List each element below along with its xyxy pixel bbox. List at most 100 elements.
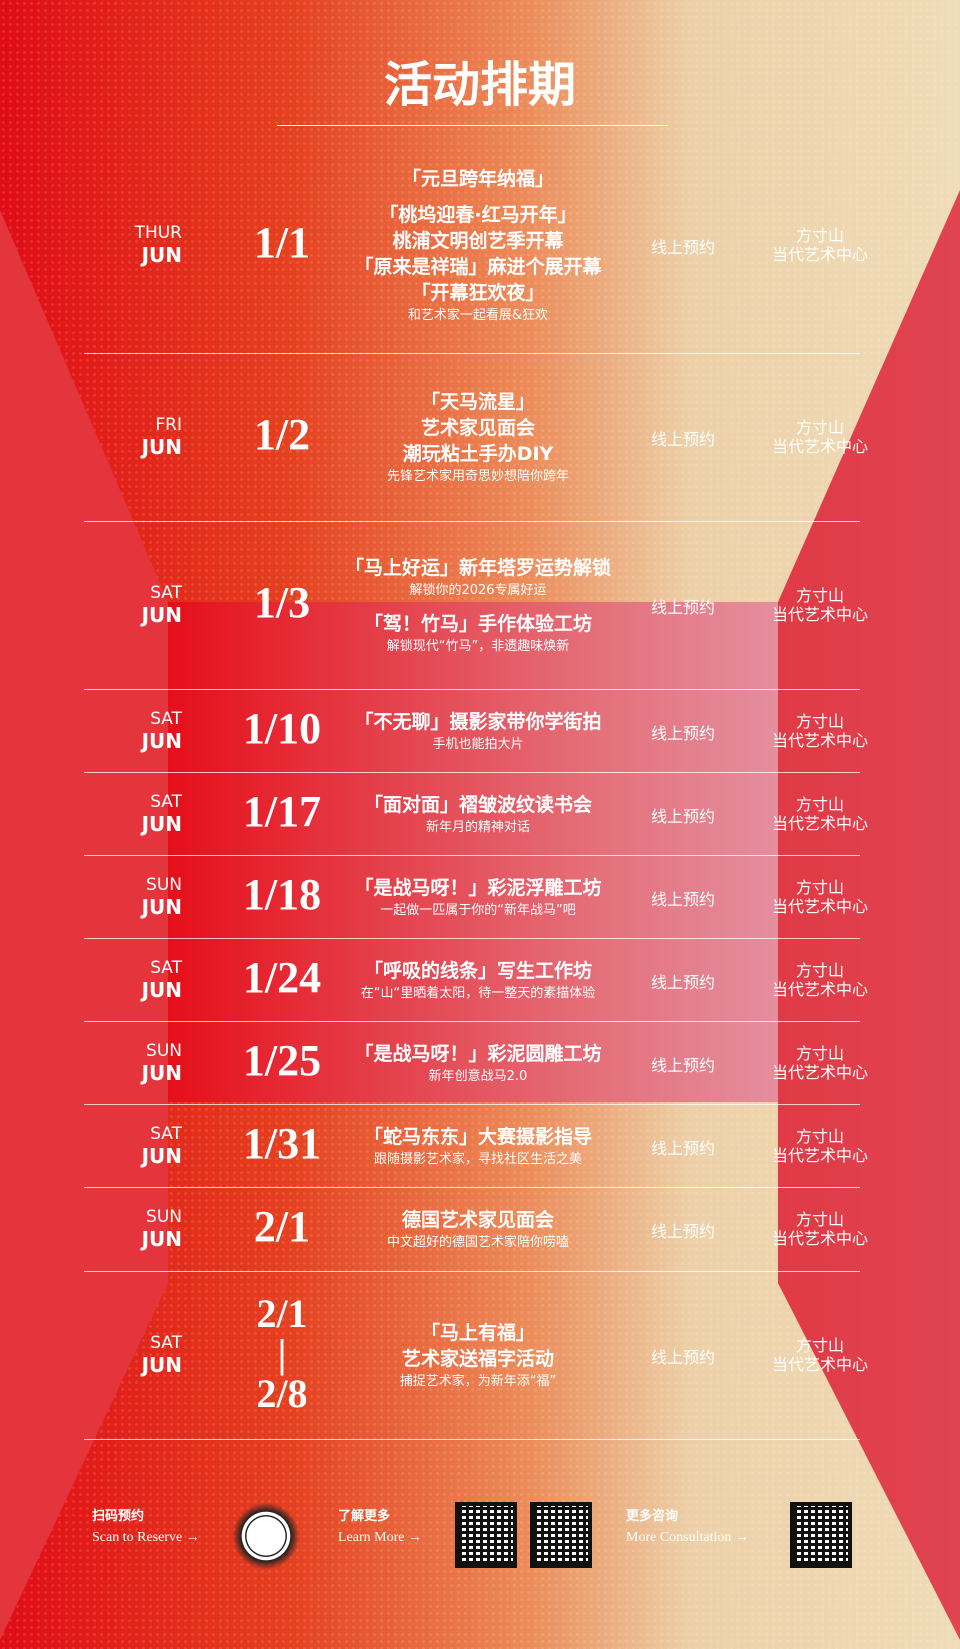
event-title: 德国艺术家见面会: [401, 1209, 554, 1231]
online-booking-link[interactable]: 线上预约: [650, 598, 715, 617]
qr-code-2[interactable]: [530, 1502, 592, 1568]
event-item: 「是战马呀！」彩泥浮雕工坊一起做一匹属于你的“新年战马”吧: [318, 875, 638, 921]
month: JUN: [141, 1227, 182, 1251]
month: JUN: [141, 243, 182, 267]
event-item: 「元旦跨年纳福」: [318, 166, 638, 192]
event-item: 「马上有福」 艺术家送福字活动 捕捉艺术家，为新年添“福”: [318, 1320, 638, 1392]
event-item: 德国艺术家见面会中文超好的德国艺术家陪你唠嗑: [318, 1207, 638, 1253]
month: JUN: [141, 728, 182, 753]
venue: 方寸山 当代艺术中心: [771, 418, 868, 456]
page-title: 活动排期: [383, 57, 576, 113]
weekday: SAT JUN: [141, 1123, 182, 1168]
schedule-row: SUN JUN 1/18 「是战马呀！」彩泥浮雕工坊 一起做一匹属于你的“新年战马”吧线…: [84, 856, 868, 939]
weekday: SUN JUN: [141, 1207, 182, 1251]
event-date: 1/17: [242, 786, 322, 836]
event-block: 「不无聊」摄影家带你学街拍 手机也能拍大片: [318, 690, 638, 773]
event-block: 「呼吸的线条」写生工作坊 在“山“里晒着太阳，待一整天的素描体验: [318, 939, 638, 1022]
weekday: SAT JUN: [141, 957, 182, 1002]
venue: 方寸山 当代艺术中心: [771, 1126, 868, 1165]
event-date: 1/18: [242, 869, 322, 919]
event-block: 德国艺术家见面会中文超好的德国艺术家陪你唠嗑: [318, 1188, 638, 1272]
month: JUN: [141, 1060, 182, 1085]
online-booking-link[interactable]: 线上预约: [650, 1055, 715, 1075]
event-subtitle: 新年创意战马2.0: [428, 1068, 528, 1084]
event-item: 「不无聊」摄影家带你学街拍 手机也能拍大片: [318, 709, 638, 755]
wechat-qr-code[interactable]: [790, 1502, 852, 1568]
schedule-row: SAT JUN 1/3 「马上好运」新年塔罗运势解锁 解锁你的2026专属好运 「驾！竹马…: [84, 522, 868, 690]
event-date: 1/3: [253, 578, 311, 627]
schedule-row: SAT JUN 1/10 「不无聊」摄影家带你学街拍 手机也能拍大片 线上预约 方寸山 当代艺…: [84, 690, 868, 773]
event-date: 2/1: [253, 1202, 311, 1251]
event-title: 「马上有福」 艺术家送福字活动: [401, 1322, 554, 1370]
online-booking-link[interactable]: 线上预约: [650, 806, 715, 826]
online-booking-link[interactable]: 线上预约: [650, 430, 715, 449]
event-item: 「驾！竹马」手作体验工坊 解锁现代“竹马”，非遗趣味焕新: [318, 611, 638, 657]
event-title: 「桃坞迎春·红马开年」 桃浦文明创艺季开幕 「原来是祥瑞」麻进个展开幕 「开幕狂…: [354, 204, 602, 304]
event-item: 「天马流星」 艺术家见面会 潮玩粘土手办DIY 先锋艺术家用奇思妙想陪你跨年: [318, 389, 638, 487]
event-subtitle: 中文超好的德国艺术家陪你唠嗑: [386, 1235, 569, 1250]
venue: 方寸山 当代艺术中心: [771, 1336, 868, 1374]
event-subtitle: 先锋艺术家用奇思妙想陪你跨年: [386, 469, 569, 484]
online-booking-link[interactable]: 线上预约: [650, 889, 715, 909]
event-title: 「呼吸的线条」写生工作坊: [363, 959, 592, 982]
event-date: 1/2: [253, 410, 311, 459]
event-title: 「天马流星」 艺术家见面会 潮玩粘土手办DIY: [402, 391, 554, 465]
online-booking-link[interactable]: 线上预约: [650, 1348, 715, 1367]
event-title: 「元旦跨年纳福」: [401, 168, 554, 190]
month: JUN: [141, 1353, 182, 1377]
schedule-row: SUN JUN 1/25 「是战马呀！」彩泥圆雕工坊 新年创意战马2.0 线上预约 方寸山当…: [84, 1022, 868, 1105]
event-block: 「蛇马东东」大赛摄影指导跟随摄影艺术家，寻找社区生活之美: [318, 1105, 638, 1188]
month: JUN: [141, 977, 182, 1002]
venue: 方寸山 当代艺术中心: [771, 960, 868, 999]
event-block: 「天马流星」 艺术家见面会 潮玩粘土手办DIY 先锋艺术家用奇思妙想陪你跨年: [318, 354, 638, 522]
venue: 方寸山 当代艺术中心: [771, 1043, 868, 1082]
title-divider: [277, 125, 668, 126]
event-title: 「蛇马东东」大赛摄影指导: [363, 1125, 592, 1148]
footer-learn-more: 了解更多 Learn More →: [338, 1508, 422, 1545]
event-block: 「是战马呀！」彩泥圆雕工坊新年创意战马2.0: [318, 1022, 638, 1105]
event-title: 「面对面」褶皱波纹读书会: [363, 793, 592, 816]
mini-program-qr-code[interactable]: [232, 1502, 300, 1570]
footer-consultation: 更多咨询 More Consultation →: [626, 1508, 749, 1545]
event-block: 「马上好运」新年塔罗运势解锁解锁你的2026专属好运「驾！竹马」手作体验工坊 解锁…: [318, 522, 638, 690]
event-subtitle: 新年月的精神对话: [425, 819, 530, 835]
month: JUN: [141, 1143, 182, 1168]
event-title: 「是战马呀！」彩泥浮雕工坊: [354, 876, 602, 899]
qr-code-1[interactable]: [455, 1502, 517, 1568]
event-item: 「马上好运」新年塔罗运势解锁解锁你的2026专属好运: [318, 555, 638, 601]
schedule-row: THUR JUN 1/1 「元旦跨年纳福」 「桃坞迎春·红马开年」 桃浦文明创艺季开幕 …: [84, 138, 868, 354]
month: JUN: [141, 894, 182, 919]
event-item: 「蛇马东东」大赛摄影指导跟随摄影艺术家，寻找社区生活之美: [318, 1124, 638, 1170]
venue: 方寸山 当代艺术中心: [771, 711, 868, 750]
event-title: 「是战马呀！」彩泥圆雕工坊: [354, 1042, 602, 1065]
schedule-row: FRI JUN 1/2 「天马流星」 艺术家见面会 潮玩粘土手办DIY 先锋艺术家用奇思…: [84, 354, 868, 522]
event-subtitle: 一起做一匹属于你的“新年战马”吧: [380, 902, 576, 918]
online-booking-link[interactable]: 线上预约: [650, 972, 715, 992]
online-booking-link[interactable]: 线上预约: [650, 1222, 715, 1241]
month: JUN: [141, 603, 182, 627]
event-block: 「马上有福」 艺术家送福字活动 捕捉艺术家，为新年添“福”: [318, 1272, 638, 1440]
event-item: 「桃坞迎春·红马开年」 桃浦文明创艺季开幕 「原来是祥瑞」麻进个展开幕 「开幕狂…: [318, 202, 638, 326]
month: JUN: [141, 811, 182, 836]
venue: 方寸山 当代艺术中心: [771, 226, 868, 264]
event-subtitle: 和艺术家一起看展&狂欢: [407, 308, 549, 323]
weekday: SAT JUN: [141, 1333, 182, 1377]
event-title: 「马上好运」新年塔罗运势解锁: [344, 557, 611, 579]
venue: 方寸山 当代艺术中心: [771, 794, 868, 833]
event-subtitle: 解锁你的2026专属好运: [409, 583, 547, 598]
footer-reserve: 扫码预约 Scan to Reserve →: [92, 1508, 200, 1545]
weekday: SAT JUN: [141, 708, 182, 753]
venue: 方寸山 当代艺术中心: [771, 586, 868, 624]
weekday: SUN JUN: [141, 1040, 182, 1085]
event-item: 「面对面」褶皱波纹读书会新年月的精神对话: [318, 792, 638, 838]
online-booking-link[interactable]: 线上预约: [650, 723, 715, 743]
event-item: 「呼吸的线条」写生工作坊 在“山“里晒着太阳，待一整天的素描体验: [318, 958, 638, 1004]
weekday: SAT JUN: [141, 791, 182, 836]
online-booking-link[interactable]: 线上预约: [650, 1138, 715, 1158]
weekday: FRI JUN: [141, 415, 182, 459]
online-booking-link[interactable]: 线上预约: [650, 238, 715, 257]
event-subtitle: 跟随摄影艺术家，寻找社区生活之美: [373, 1151, 582, 1167]
event-item: 「是战马呀！」彩泥圆雕工坊新年创意战马2.0: [318, 1041, 638, 1087]
month: JUN: [141, 435, 182, 459]
schedule-row: SUN JUN 2/1 德国艺术家见面会 中文超好的德国艺术家陪你唠嗑 线上预约 方寸山 当代…: [84, 1188, 868, 1272]
